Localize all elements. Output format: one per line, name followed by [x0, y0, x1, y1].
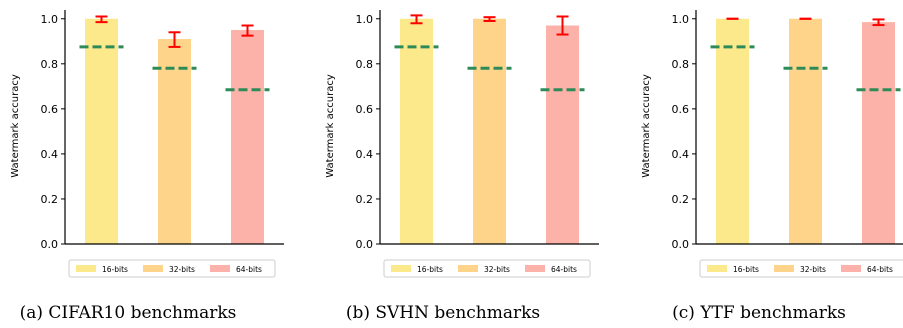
chart-panel-2: 0.0 0.2 0.4 0.6 0.8 1.0 Watermark accuracy 16-b… — [325, 10, 599, 323]
legend-label-16-bits: 16-bits — [733, 265, 759, 274]
y-tick-label: 0.8 — [41, 58, 59, 71]
legend-swatch-32-bits — [774, 265, 794, 272]
legend: 16-bits 32-bits 64-bits — [383, 259, 591, 278]
y-tick-label: 0.0 — [672, 238, 690, 251]
y-tick-label: 0.2 — [672, 193, 690, 206]
y-axis-label: Watermark accuracy — [10, 74, 21, 178]
y-tick-label: 0.4 — [672, 148, 690, 161]
y-tick-label: 0.2 — [356, 193, 374, 206]
bar-16-bits — [716, 18, 749, 245]
error-bar-64-bits — [872, 18, 885, 27]
legend-frame — [68, 259, 276, 278]
legend-frame — [699, 259, 903, 278]
error-bar-64-bits — [241, 24, 254, 37]
legend-label-16-bits: 16-bits — [102, 265, 128, 274]
legend-swatch-16-bits — [76, 265, 96, 272]
legend-swatch-32-bits — [458, 265, 478, 272]
y-tick-label: 0.4 — [356, 148, 374, 161]
bar-16-bits — [85, 18, 118, 245]
y-axis-label: Watermark accuracy — [325, 74, 336, 178]
legend-label-64-bits: 64-bits — [236, 265, 262, 274]
y-tick-label: 0.8 — [356, 58, 374, 71]
y-tick-label: 0.0 — [41, 238, 59, 251]
legend-swatch-16-bits — [391, 265, 411, 272]
error-bar-32-bits — [483, 16, 496, 23]
chart-panel-3: 0.0 0.2 0.4 0.6 0.8 1.0 Watermark accuracy 16-b… — [641, 10, 903, 323]
y-tick-label: 0.6 — [356, 103, 374, 116]
y-tick-label: 0.6 — [41, 103, 59, 116]
bar-16-bits — [400, 18, 433, 245]
y-tick-label: 0.2 — [41, 193, 59, 206]
legend-swatch-64-bits — [841, 265, 861, 272]
legend-label-32-bits: 32-bits — [484, 265, 510, 274]
bar-32-bits — [158, 39, 191, 244]
legend-label-64-bits: 64-bits — [867, 265, 893, 274]
error-bar-64-bits — [556, 15, 569, 36]
y-tick-label: 1.0 — [41, 13, 59, 26]
figure-caption: (b) SVHN benchmarks — [346, 303, 540, 323]
legend-frame — [383, 259, 591, 278]
figure-caption: (c) YTF benchmarks — [672, 303, 846, 323]
y-tick-label: 0.0 — [356, 238, 374, 251]
y-tick-label: 1.0 — [356, 13, 374, 26]
legend: 16-bits 32-bits 64-bits — [68, 259, 276, 278]
error-bar-32-bits — [168, 31, 181, 48]
legend-swatch-64-bits — [525, 265, 545, 272]
chart-panel-1: 0.0 0.2 0.4 0.6 0.8 1.0 Watermark accuracy 16-b… — [10, 10, 284, 323]
figure-caption: (a) CIFAR10 benchmarks — [20, 303, 237, 323]
bar-32-bits — [473, 18, 506, 245]
bar-64-bits — [546, 25, 579, 245]
y-tick-label: 1.0 — [672, 13, 690, 26]
legend-label-32-bits: 32-bits — [169, 265, 195, 274]
y-tick-label: 0.4 — [41, 148, 59, 161]
legend: 16-bits 32-bits 64-bits — [699, 259, 903, 278]
error-bar-16-bits — [95, 15, 108, 24]
y-axis-label: Watermark accuracy — [641, 74, 652, 178]
bar-64-bits — [862, 22, 895, 244]
legend-label-64-bits: 64-bits — [551, 265, 577, 274]
bar-32-bits — [789, 18, 822, 245]
legend-swatch-32-bits — [143, 265, 163, 272]
error-bar-16-bits — [410, 14, 423, 25]
y-tick-label: 0.6 — [672, 103, 690, 116]
legend-label-16-bits: 16-bits — [417, 265, 443, 274]
legend-label-32-bits: 32-bits — [800, 265, 826, 274]
legend-swatch-64-bits — [210, 265, 230, 272]
y-tick-label: 0.8 — [672, 58, 690, 71]
bar-64-bits — [231, 30, 264, 245]
legend-swatch-16-bits — [707, 265, 727, 272]
